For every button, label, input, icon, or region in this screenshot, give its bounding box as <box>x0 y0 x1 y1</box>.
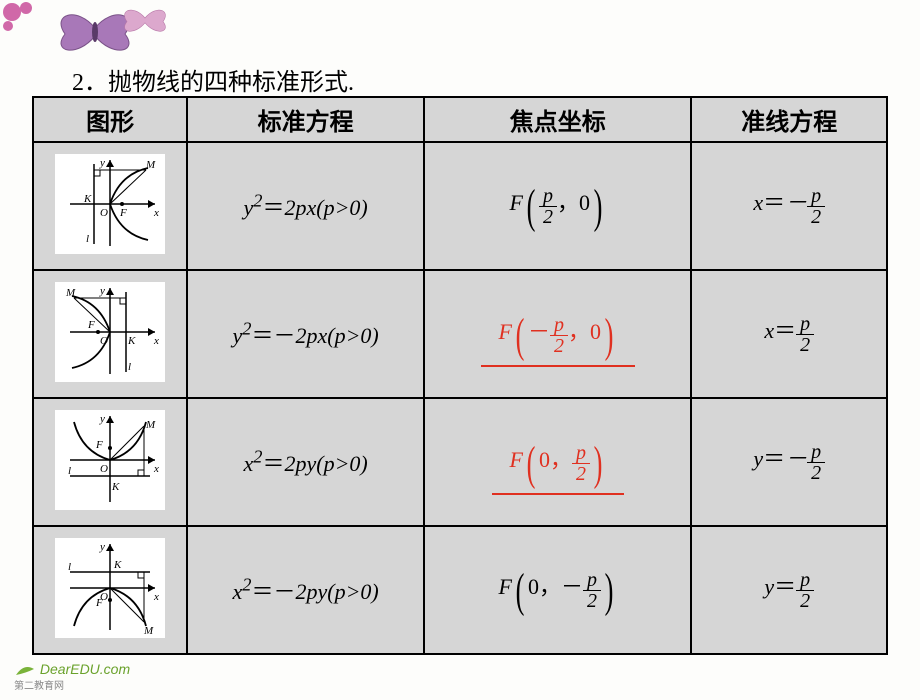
svg-text:x: x <box>153 207 159 219</box>
svg-text:K: K <box>83 193 92 205</box>
header-shape: 图形 <box>33 97 187 142</box>
svg-text:F: F <box>87 319 95 331</box>
parabola-shape-left: x y O M K F l <box>55 282 165 382</box>
svg-text:x: x <box>153 463 159 475</box>
svg-text:F: F <box>95 597 103 609</box>
logo-text: DearEDU.com <box>40 661 130 677</box>
parabola-shape-right: x y O M K F l <box>55 154 165 254</box>
svg-text:l: l <box>68 561 71 573</box>
svg-text:y: y <box>99 413 105 425</box>
svg-text:F: F <box>95 439 103 451</box>
leaf-icon <box>14 663 36 677</box>
cell-focus: F(0，p2) <box>424 398 692 526</box>
svg-text:y: y <box>99 541 105 553</box>
svg-text:F: F <box>119 207 127 219</box>
svg-text:M: M <box>145 159 156 171</box>
cell-directrix: x＝p2 <box>691 270 887 398</box>
cell-shape: x y O M K F l <box>33 526 187 654</box>
svg-text:K: K <box>127 335 136 347</box>
table-row: x y O M K F ly2＝2px(p>0)F(p2，0)x＝－p2 <box>33 142 887 270</box>
parabola-shape-down: x y O M K F l <box>55 538 165 638</box>
svg-text:K: K <box>111 481 120 493</box>
cell-equation: x2＝2py(p>0) <box>187 398 424 526</box>
cell-focus: F(0，－p2) <box>424 526 692 654</box>
parabola-forms-table: 图形 标准方程 焦点坐标 准线方程 x y O M <box>32 96 888 655</box>
cell-equation: y2＝－2px(p>0) <box>187 270 424 398</box>
svg-text:M: M <box>65 287 76 299</box>
cell-shape: x y O M K F l <box>33 398 187 526</box>
cell-directrix: y＝－p2 <box>691 398 887 526</box>
cell-focus: F(－p2，0) <box>424 270 692 398</box>
svg-text:K: K <box>113 559 122 571</box>
logo-subtext: 第二教育网 <box>14 677 130 692</box>
svg-text:O: O <box>100 463 108 475</box>
table-row: x y O M K F lx2＝2py(p>0)F(0，p2)y＝－p2 <box>33 398 887 526</box>
site-logo: DearEDU.com 第二教育网 <box>14 661 130 692</box>
section-title: 2．抛物线的四种标准形式. <box>72 62 354 97</box>
svg-text:y: y <box>99 157 105 169</box>
svg-text:y: y <box>99 285 105 297</box>
cell-shape: x y O M K F l <box>33 142 187 270</box>
svg-text:O: O <box>100 207 108 219</box>
header-equation: 标准方程 <box>187 97 424 142</box>
cell-directrix: y＝p2 <box>691 526 887 654</box>
header-focus: 焦点坐标 <box>424 97 692 142</box>
table-row: x y O M K F lx2＝－2py(p>0)F(0，－p2)y＝p2 <box>33 526 887 654</box>
svg-text:l: l <box>86 233 89 245</box>
svg-text:l: l <box>68 465 71 477</box>
header-directrix: 准线方程 <box>691 97 887 142</box>
cell-focus: F(p2，0) <box>424 142 692 270</box>
cell-equation: y2＝2px(p>0) <box>187 142 424 270</box>
cell-shape: x y O M K F l <box>33 270 187 398</box>
parabola-shape-up: x y O M K F l <box>55 410 165 510</box>
decorative-corner <box>0 0 180 60</box>
svg-text:l: l <box>128 361 131 373</box>
svg-text:x: x <box>153 335 159 347</box>
table-row: x y O M K F ly2＝－2px(p>0)F(－p2，0)x＝p2 <box>33 270 887 398</box>
svg-text:M: M <box>143 625 154 637</box>
cell-directrix: x＝－p2 <box>691 142 887 270</box>
cell-equation: x2＝－2py(p>0) <box>187 526 424 654</box>
svg-text:M: M <box>145 419 156 431</box>
svg-text:x: x <box>153 591 159 603</box>
